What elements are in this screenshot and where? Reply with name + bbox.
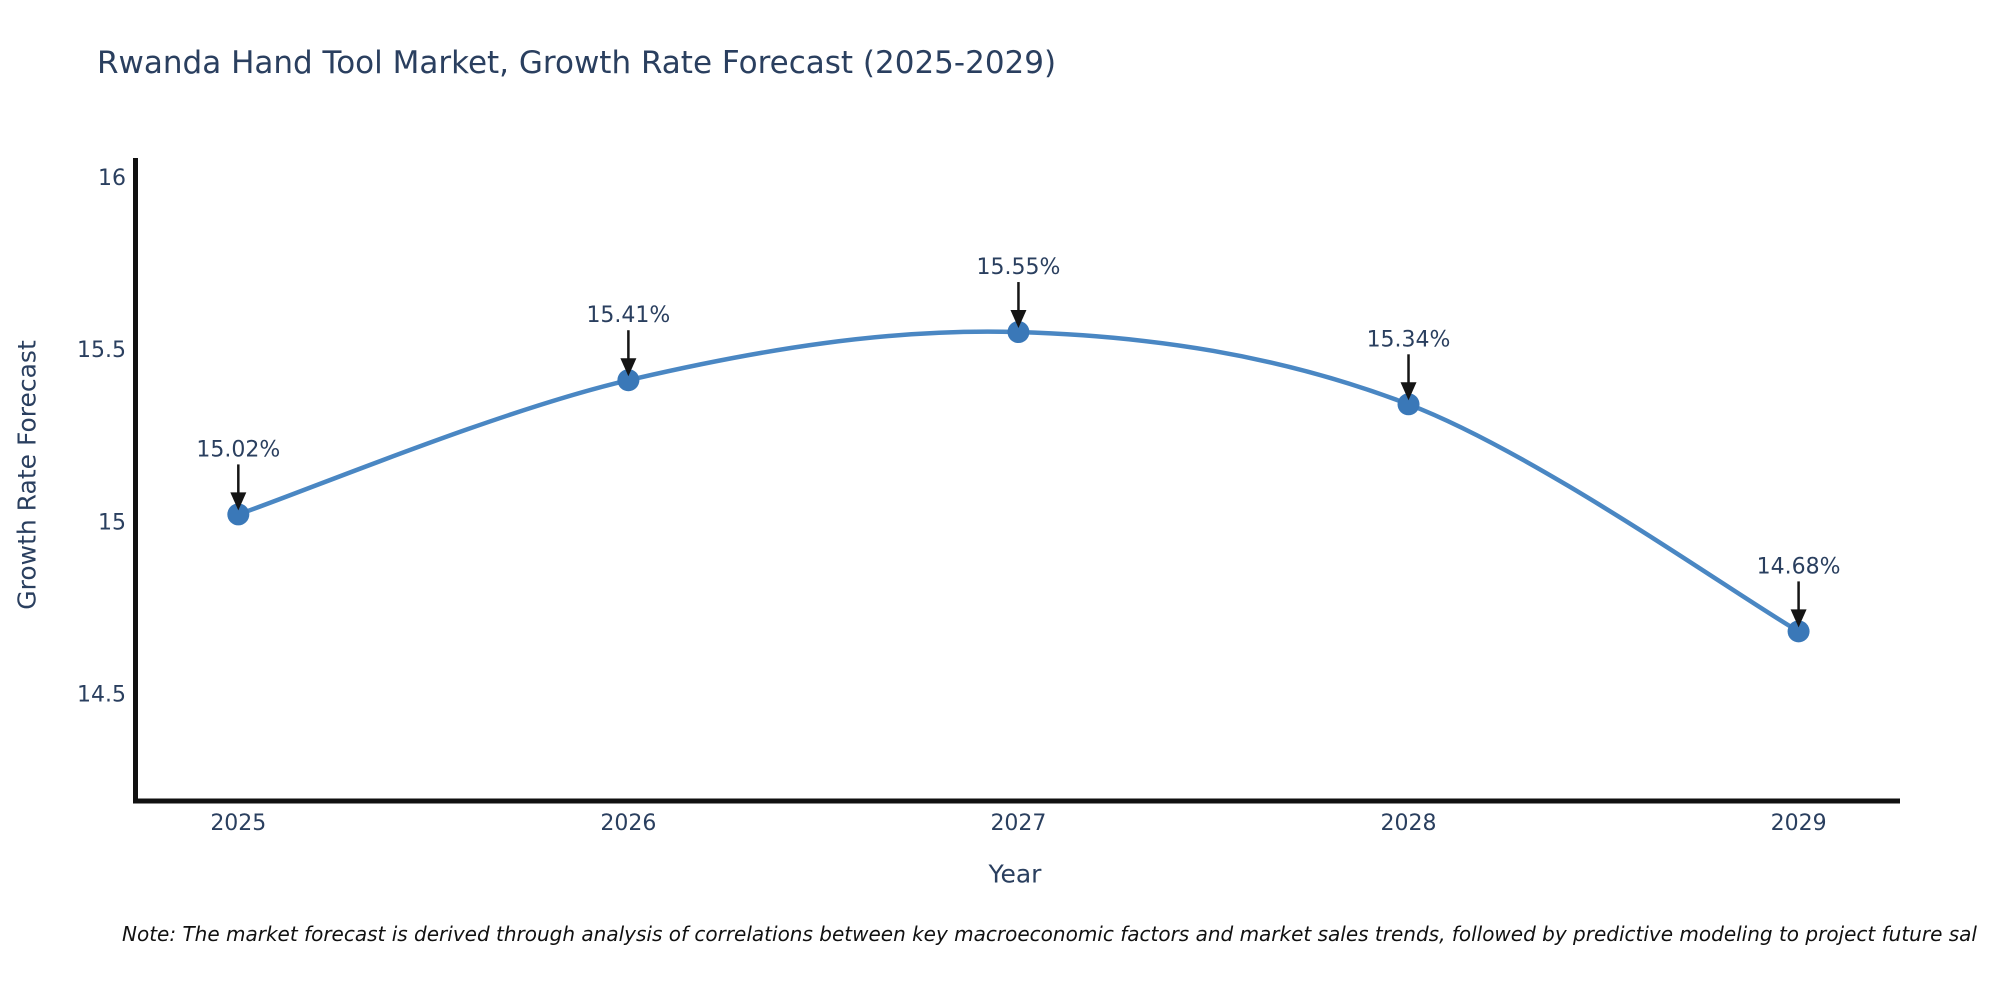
annotation-arrowhead [620, 358, 637, 377]
annotation-label: 15.55% [977, 255, 1061, 280]
annotation-arrowhead [1010, 310, 1027, 329]
trend-line [237, 329, 1800, 634]
data-point-marker [227, 503, 250, 526]
y-tick-label: 15 [98, 510, 126, 535]
annotation-label: 15.41% [586, 303, 670, 328]
x-tick-label: 2029 [1771, 811, 1827, 836]
data-point-marker [1397, 393, 1420, 416]
y-tick-label: 16 [98, 166, 126, 191]
data-point-marker [617, 369, 640, 392]
data-point-marker [1007, 321, 1030, 344]
annotation-label: 14.68% [1757, 554, 1841, 579]
x-axis-title: Year [988, 859, 1042, 889]
data-point-marker [1787, 620, 1810, 643]
chart-title: Rwanda Hand Tool Market, Growth Rate For… [97, 45, 1057, 81]
x-tick-label: 2027 [990, 811, 1046, 836]
annotation-arrowhead [1400, 382, 1417, 401]
x-tick-label: 2028 [1381, 811, 1437, 836]
annotation-arrowhead [230, 492, 247, 511]
annotation-label: 15.34% [1367, 327, 1451, 352]
x-tick-label: 2026 [600, 811, 656, 836]
y-axis-title: Growth Rate Forecast [12, 340, 42, 610]
x-tick-label: 2025 [210, 811, 266, 836]
annotation-arrowhead [1790, 609, 1807, 628]
footnote: Note: The market forecast is derived thr… [122, 922, 1977, 946]
annotation-label: 15.02% [196, 437, 280, 462]
y-tick-label: 14.5 [77, 682, 126, 707]
y-tick-label: 15.5 [77, 338, 126, 363]
